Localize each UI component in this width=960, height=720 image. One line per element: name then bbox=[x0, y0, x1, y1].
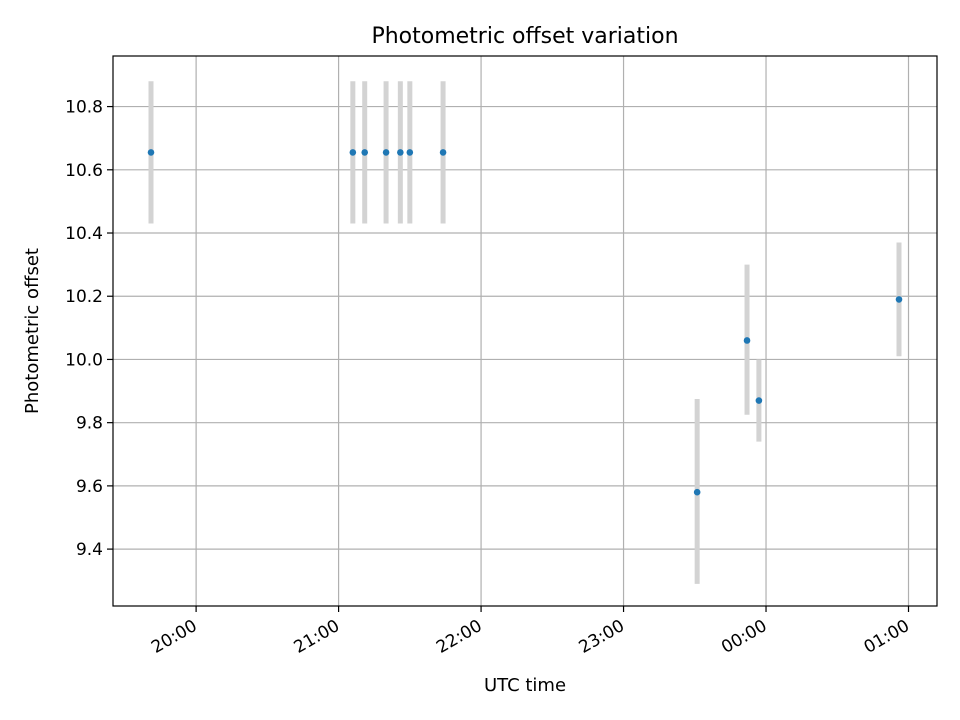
data-point bbox=[382, 149, 390, 156]
y-tick-label: 10.2 bbox=[65, 287, 103, 307]
y-axis: 9.4 9.6 9.8 10.0 10.2 10.4 10.6 10.8 bbox=[65, 98, 113, 560]
y-tick-label: 9.6 bbox=[76, 477, 103, 497]
plot-frame bbox=[112, 55, 938, 607]
data-point bbox=[439, 149, 447, 156]
data-point bbox=[397, 149, 404, 156]
data-point bbox=[895, 296, 903, 303]
y-tick-label: 9.8 bbox=[76, 414, 103, 434]
data-point bbox=[743, 337, 751, 344]
y-tick-label: 10.0 bbox=[65, 350, 103, 370]
data-point bbox=[147, 149, 155, 156]
y-tick-label: 10.6 bbox=[65, 161, 103, 181]
x-axis-label: UTC time bbox=[484, 675, 566, 696]
chart-title: Photometric offset variation bbox=[371, 24, 678, 49]
data-point bbox=[693, 488, 701, 496]
data-point bbox=[406, 149, 414, 156]
y-tick-label: 9.4 bbox=[76, 540, 103, 560]
markers bbox=[147, 149, 903, 496]
data-point bbox=[755, 397, 763, 404]
data-point bbox=[349, 149, 357, 156]
y-tick-label: 10.8 bbox=[65, 98, 103, 118]
y-axis-label: Photometric offset bbox=[22, 248, 43, 414]
data-point bbox=[361, 149, 369, 156]
grid bbox=[113, 56, 937, 606]
y-tick-label: 10.4 bbox=[65, 224, 103, 244]
